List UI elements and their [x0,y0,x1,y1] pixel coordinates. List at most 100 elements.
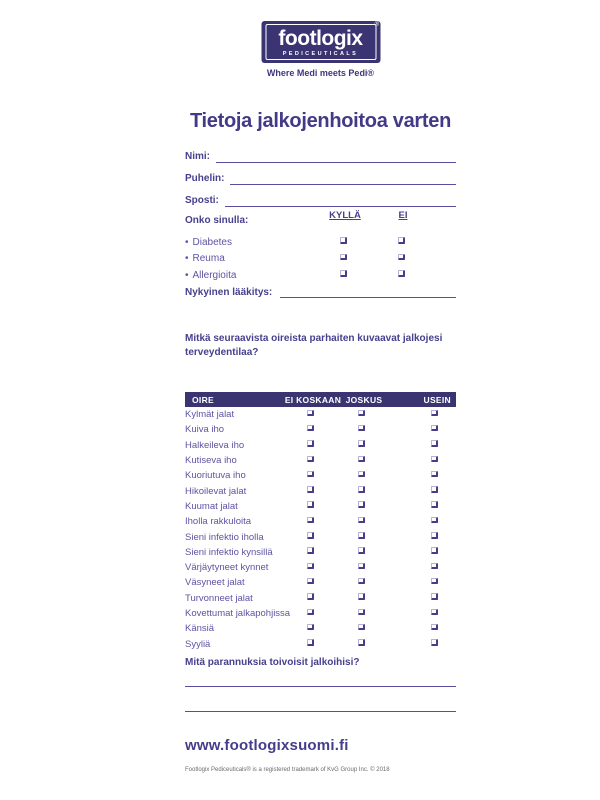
checkbox-never[interactable] [307,577,314,585]
symptom-label: Kovettumat jalkapohjissa [185,608,291,619]
logo-brand-text: footlogix [278,27,363,50]
checkbox-sometimes[interactable] [358,562,365,570]
field-label: Puhelin: [185,173,225,184]
bullet-icon: • [185,269,189,281]
symptom-row: Kylmät jalat [185,407,456,422]
symptom-row: Turvonneet jalat [185,591,456,606]
checkbox-yes[interactable] [340,253,347,261]
field-input-line[interactable] [216,148,456,163]
form-content: ® footlogix PEDICEUTICALS Where Medi mee… [185,0,456,800]
checkbox-often[interactable] [431,516,438,524]
checkbox-often[interactable] [431,501,438,508]
checkbox-often[interactable] [431,455,438,463]
condition-label: Diabetes [192,236,232,248]
field-input-line[interactable] [230,170,456,185]
checkbox-never[interactable] [307,547,314,554]
checkbox-often[interactable] [431,409,438,417]
symptom-label: Turvonneet jalat [185,592,253,604]
checkbox-often[interactable] [431,577,438,585]
checkbox-sometimes[interactable] [358,608,365,615]
checkbox-never[interactable] [307,440,314,447]
checkbox-often[interactable] [431,623,438,631]
symptom-row: Kuoriutuva iho [185,468,456,483]
checkbox-yes[interactable] [340,237,347,244]
checkbox-never[interactable] [307,516,314,524]
symptom-label: Känsiä [185,623,215,635]
checkbox-no[interactable] [398,270,405,277]
checkbox-never[interactable] [307,593,314,600]
checkbox-never[interactable] [307,623,314,631]
checkbox-sometimes[interactable] [358,532,365,539]
checkbox-sometimes[interactable] [358,409,365,417]
checkbox-never[interactable] [307,562,314,570]
improvements-input-line-2[interactable] [185,711,456,712]
checkbox-often[interactable] [431,608,438,615]
symptoms-question: Mitkä seuraavista oireista parhaiten kuv… [185,333,443,358]
checkbox-sometimes[interactable] [358,623,365,631]
field-label: Nimi: [185,151,210,162]
website-url: www.footlogixsuomi.fi [185,737,349,754]
condition-row: • Reuma [185,251,456,268]
medication-label: Nykyinen lääkitys: [185,287,273,298]
checkbox-never[interactable] [307,424,314,432]
checkbox-sometimes[interactable] [358,593,365,600]
legal-trademark-text: Footlogix Pediceuticals® is a registered… [185,767,390,773]
checkbox-never[interactable] [307,470,314,478]
logo-subtitle-text: PEDICEUTICALS [282,51,359,57]
checkbox-sometimes[interactable] [358,577,365,585]
checkbox-often[interactable] [431,470,438,478]
symptoms-table: OIRE EI KOSKAAN JOSKUS USEIN Kylmät jala… [185,392,456,652]
checkbox-never[interactable] [307,501,314,508]
symptom-label: Hikoilevat jalat [185,485,247,497]
checkbox-never[interactable] [307,608,314,615]
checkbox-sometimes[interactable] [358,486,365,493]
checkbox-never[interactable] [307,455,314,463]
checkbox-never[interactable] [307,639,314,646]
checkbox-often[interactable] [431,547,438,554]
medication-input-line[interactable] [280,284,456,298]
checkbox-often[interactable] [431,593,438,600]
checkbox-yes[interactable] [340,270,347,277]
contact-field-row: Sposti: [185,185,456,207]
checkbox-often[interactable] [431,440,438,447]
checkbox-sometimes[interactable] [358,516,365,524]
checkbox-sometimes[interactable] [358,470,365,478]
field-label: Sposti: [185,195,219,206]
symptom-label: Sieni infektio iholla [185,531,264,543]
checkbox-sometimes[interactable] [358,501,365,508]
symptom-row: Värjäytyneet kynnet [185,560,456,575]
improvements-input-line-1[interactable] [185,686,456,687]
checkbox-often[interactable] [431,562,438,570]
checkbox-sometimes[interactable] [358,547,365,554]
checkbox-never[interactable] [307,532,314,539]
checkbox-sometimes[interactable] [358,639,365,646]
checkbox-never[interactable] [307,409,314,417]
checkbox-often[interactable] [431,486,438,493]
checkbox-no[interactable] [398,237,405,244]
header-symptom: OIRE [192,394,214,405]
conditions-header-row: Onko sinulla: KYLLÄ EI [185,210,456,228]
checkbox-often[interactable] [431,424,438,432]
checkbox-no[interactable] [398,253,405,261]
conditions-rows: • Diabetes • Reuma • Allergioita [185,234,456,284]
checkbox-never[interactable] [307,486,314,493]
symptom-row: Halkeileva iho [185,438,456,453]
symptom-row: Kovettumat jalkapohjissa [185,606,456,621]
header-never: EI KOSKAAN [284,394,342,405]
medication-row: Nykyinen lääkitys: [185,284,456,298]
bullet-icon: • [185,236,189,248]
checkbox-often[interactable] [431,639,438,646]
symptom-label: Väsyneet jalat [185,577,245,589]
checkbox-sometimes[interactable] [358,424,365,432]
field-input-line[interactable] [224,192,456,207]
symptom-label: Kuoriutuva iho [185,470,246,482]
contact-fields-section: Nimi: Puhelin: Sposti: [185,141,456,207]
checkbox-sometimes[interactable] [358,440,365,447]
checkbox-sometimes[interactable] [358,455,365,463]
symptom-label: Kuiva iho [185,424,225,436]
symptom-row: Väsyneet jalat [185,575,456,590]
checkbox-often[interactable] [431,532,438,539]
column-header-yes: KYLLÄ [329,210,361,221]
symptom-label: Kutiseva iho [185,455,237,467]
